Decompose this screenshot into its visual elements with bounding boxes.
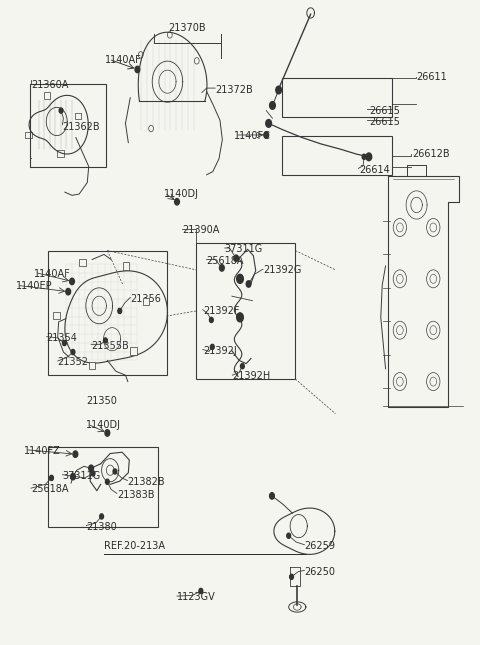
Text: 21392J: 21392J bbox=[203, 346, 237, 356]
Circle shape bbox=[91, 471, 95, 476]
Text: 37311G: 37311G bbox=[62, 471, 101, 481]
Circle shape bbox=[105, 430, 110, 436]
Circle shape bbox=[113, 469, 117, 474]
Circle shape bbox=[59, 108, 63, 113]
Text: 21383B: 21383B bbox=[117, 490, 155, 500]
Circle shape bbox=[237, 274, 243, 283]
Text: 21392F: 21392F bbox=[203, 306, 239, 316]
Circle shape bbox=[89, 465, 94, 471]
Bar bbox=[89, 362, 96, 370]
Text: 26612B: 26612B bbox=[412, 149, 449, 159]
Text: 21392H: 21392H bbox=[232, 372, 271, 381]
Bar bbox=[131, 347, 137, 355]
Text: 21352: 21352 bbox=[58, 357, 89, 367]
Circle shape bbox=[289, 574, 293, 579]
Circle shape bbox=[270, 101, 276, 109]
Circle shape bbox=[71, 350, 75, 355]
Bar bbox=[48, 447, 158, 527]
Circle shape bbox=[234, 255, 239, 261]
Bar bbox=[282, 136, 392, 175]
Text: 26250: 26250 bbox=[304, 567, 336, 577]
Circle shape bbox=[175, 199, 180, 205]
Circle shape bbox=[270, 493, 275, 499]
Bar bbox=[79, 259, 86, 266]
Circle shape bbox=[71, 473, 75, 480]
Text: 21350: 21350 bbox=[86, 396, 117, 406]
Text: 26614: 26614 bbox=[360, 164, 390, 175]
Bar bbox=[25, 132, 32, 139]
Text: 21354: 21354 bbox=[47, 333, 78, 343]
Circle shape bbox=[49, 475, 53, 481]
Bar bbox=[143, 297, 149, 305]
Text: 21370B: 21370B bbox=[168, 23, 206, 34]
Bar bbox=[30, 84, 107, 167]
Circle shape bbox=[210, 344, 214, 350]
Circle shape bbox=[73, 451, 78, 457]
Circle shape bbox=[104, 338, 108, 343]
Bar bbox=[282, 79, 392, 117]
Text: REF.20-213A: REF.20-213A bbox=[104, 541, 165, 551]
Circle shape bbox=[362, 154, 366, 159]
Text: 21372B: 21372B bbox=[215, 85, 253, 95]
Text: 21380: 21380 bbox=[86, 522, 117, 531]
Text: 1140AF: 1140AF bbox=[34, 269, 71, 279]
Text: 1140FZ: 1140FZ bbox=[24, 446, 61, 456]
Circle shape bbox=[100, 514, 104, 519]
Text: 1123GV: 1123GV bbox=[177, 592, 216, 602]
Text: 26611: 26611 bbox=[417, 72, 447, 82]
Bar bbox=[48, 250, 167, 375]
Bar bbox=[44, 92, 50, 99]
Circle shape bbox=[209, 317, 213, 322]
Bar bbox=[57, 150, 64, 157]
Circle shape bbox=[264, 132, 269, 138]
Text: 25618A: 25618A bbox=[206, 256, 244, 266]
Text: 1140EP: 1140EP bbox=[16, 281, 52, 291]
Bar bbox=[53, 312, 60, 319]
Circle shape bbox=[70, 278, 74, 284]
Circle shape bbox=[135, 66, 140, 73]
Text: 1140DJ: 1140DJ bbox=[164, 189, 199, 199]
Text: 1140DJ: 1140DJ bbox=[86, 421, 121, 430]
Circle shape bbox=[106, 479, 109, 484]
Circle shape bbox=[237, 313, 243, 322]
Text: 25618A: 25618A bbox=[31, 484, 69, 495]
Text: 26259: 26259 bbox=[304, 541, 336, 551]
Text: 21362B: 21362B bbox=[62, 123, 100, 132]
Text: 37311G: 37311G bbox=[225, 244, 263, 254]
Text: 1140AF: 1140AF bbox=[106, 55, 142, 66]
Circle shape bbox=[276, 86, 281, 94]
Text: 21382B: 21382B bbox=[127, 477, 165, 487]
Text: 21360A: 21360A bbox=[31, 80, 68, 90]
Text: 21356: 21356 bbox=[130, 293, 161, 304]
Circle shape bbox=[246, 281, 251, 287]
Text: 26615: 26615 bbox=[369, 106, 400, 115]
Circle shape bbox=[266, 119, 272, 127]
Bar bbox=[123, 263, 130, 270]
Circle shape bbox=[62, 341, 66, 346]
Text: 21392G: 21392G bbox=[263, 266, 301, 275]
Text: 21390A: 21390A bbox=[182, 225, 219, 235]
Text: 26615: 26615 bbox=[369, 117, 400, 127]
Text: 1140FC: 1140FC bbox=[234, 131, 271, 141]
Bar bbox=[196, 243, 295, 379]
Circle shape bbox=[240, 364, 244, 369]
Text: 21355B: 21355B bbox=[91, 341, 129, 351]
Bar bbox=[75, 113, 81, 119]
Circle shape bbox=[199, 588, 203, 593]
Circle shape bbox=[66, 288, 71, 295]
Circle shape bbox=[118, 308, 121, 313]
Circle shape bbox=[287, 533, 290, 539]
Circle shape bbox=[219, 264, 224, 271]
Circle shape bbox=[366, 153, 372, 161]
